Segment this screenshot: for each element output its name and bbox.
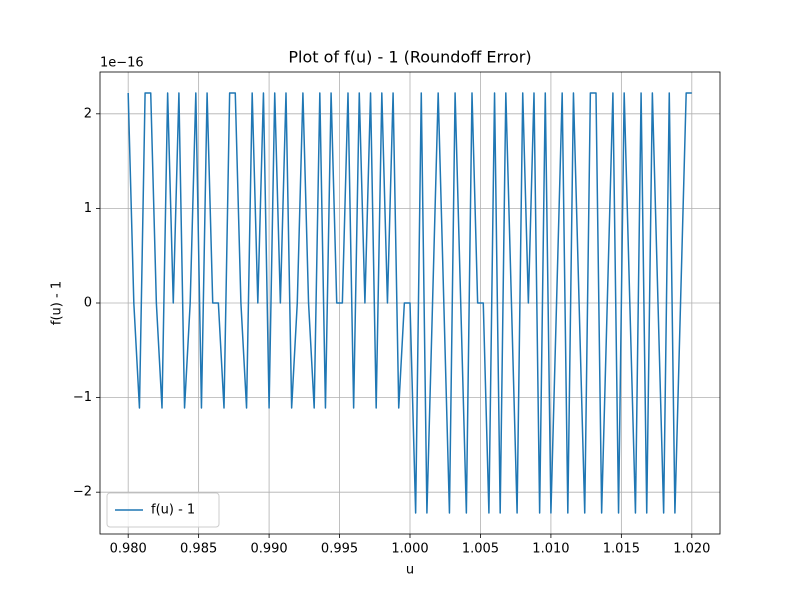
y-offset-label: 1e−16 (100, 56, 144, 71)
x-tick-label: 1.000 (391, 542, 428, 557)
legend-box (106, 492, 220, 528)
x-tick-label: 1.010 (532, 542, 569, 557)
y-tick-label: 0 (84, 296, 92, 311)
x-tick-label: 1.015 (603, 542, 640, 557)
x-tick-label: 0.995 (321, 542, 358, 557)
x-tick-label: 1.005 (462, 542, 499, 557)
y-tick-label: 1 (84, 201, 92, 216)
x-tick-label: 1.020 (673, 542, 710, 557)
legend-label: f(u) - 1 (151, 503, 195, 518)
x-tick-label: 0.980 (110, 542, 147, 557)
axes-frame (99, 71, 721, 535)
x-axis-label: u (406, 563, 414, 578)
x-tick-label: 0.990 (250, 542, 287, 557)
chart-title: Plot of f(u) - 1 (Roundoff Error) (288, 48, 531, 67)
y-tick-label: −1 (73, 390, 92, 405)
y-tick-label: 2 (84, 106, 92, 121)
x-tick-label: 0.985 (180, 542, 217, 557)
y-tick-label: −2 (73, 485, 92, 500)
y-axis-label: f(u) - 1 (50, 281, 65, 325)
data-line (127, 92, 692, 514)
